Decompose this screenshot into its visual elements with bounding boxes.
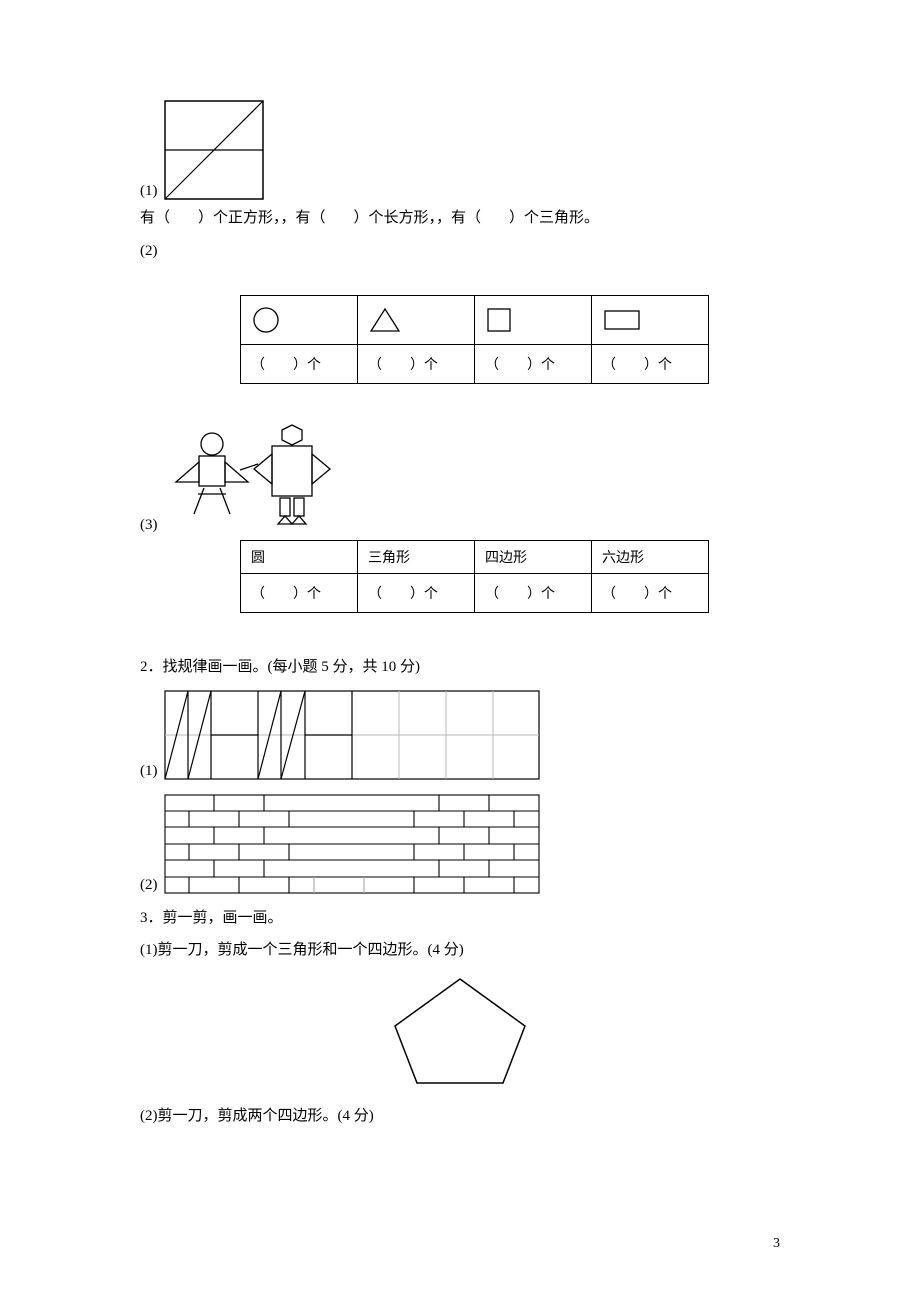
txt: （ (251, 358, 265, 373)
q2-item2-label: (2) (140, 877, 158, 894)
txt: ）个 (410, 358, 438, 373)
txt: 有（ (140, 210, 170, 226)
q3-item2: (2)剪一刀，剪成两个四边形。(4 分) (140, 1102, 780, 1131)
txt: （ (485, 587, 499, 602)
q1-table3: 圆 三角形 四边形 六边形 （ ）个 （ ）个 （ ）个 （ ）个 (240, 540, 709, 613)
triangle-icon (368, 306, 402, 334)
th-triangle: 三角形 (358, 541, 475, 574)
txt: （ (485, 358, 499, 373)
q1-table2: （ ）个 （ ）个 （ ）个 （ ）个 (240, 295, 709, 384)
txt: ）个 (644, 587, 672, 602)
pattern1 (164, 690, 540, 780)
txt: （ (251, 587, 265, 602)
robot-figure (164, 424, 334, 534)
txt: ）个 (293, 358, 321, 373)
q1-item3-row: (3) (140, 424, 780, 534)
pentagon-figure (385, 971, 535, 1091)
q2-title: 2．找规律画一画。(每小题 5 分，共 10 分) (140, 653, 780, 682)
q2-item2-row: (2) (140, 794, 780, 894)
txt: ）个三角形。 (509, 210, 599, 226)
q3-item1: (1)剪一刀，剪成一个三角形和一个四边形。(4 分) (140, 936, 780, 965)
txt: ）个 (293, 587, 321, 602)
txt: ）个正方形，，有（ (198, 210, 326, 226)
q1-item1-row: (1) (140, 100, 780, 200)
q2-item1-row: (1) (140, 690, 780, 780)
q1-item1-text: 有（ ）个正方形，，有（ ）个长方形，，有（ ）个三角形。 (140, 204, 780, 233)
q2-item1-label: (1) (140, 763, 158, 780)
circle-icon (251, 305, 281, 335)
txt: ）个 (644, 358, 672, 373)
txt: ）个 (527, 358, 555, 373)
q1-item2-label: (2) (140, 237, 780, 266)
q3-title: 3．剪一剪，画一画。 (140, 904, 780, 933)
txt: （ (368, 358, 382, 373)
pattern2-bricks (164, 794, 540, 894)
txt: ）个长方形，，有（ (354, 210, 482, 226)
txt: （ (602, 358, 616, 373)
th-hex: 六边形 (592, 541, 709, 574)
q1-item1-label: (1) (140, 183, 158, 200)
th-circle: 圆 (241, 541, 358, 574)
q1-fig1 (164, 100, 264, 200)
txt: ）个 (527, 587, 555, 602)
th-quad: 四边形 (475, 541, 592, 574)
txt: （ (602, 587, 616, 602)
square-icon (485, 306, 513, 334)
pentagon-wrap (140, 971, 780, 1096)
rectangle-icon (602, 308, 642, 332)
txt: （ (368, 587, 382, 602)
txt: ）个 (410, 587, 438, 602)
page-number: 3 (773, 1236, 780, 1252)
q1-item3-label: (3) (140, 517, 158, 534)
